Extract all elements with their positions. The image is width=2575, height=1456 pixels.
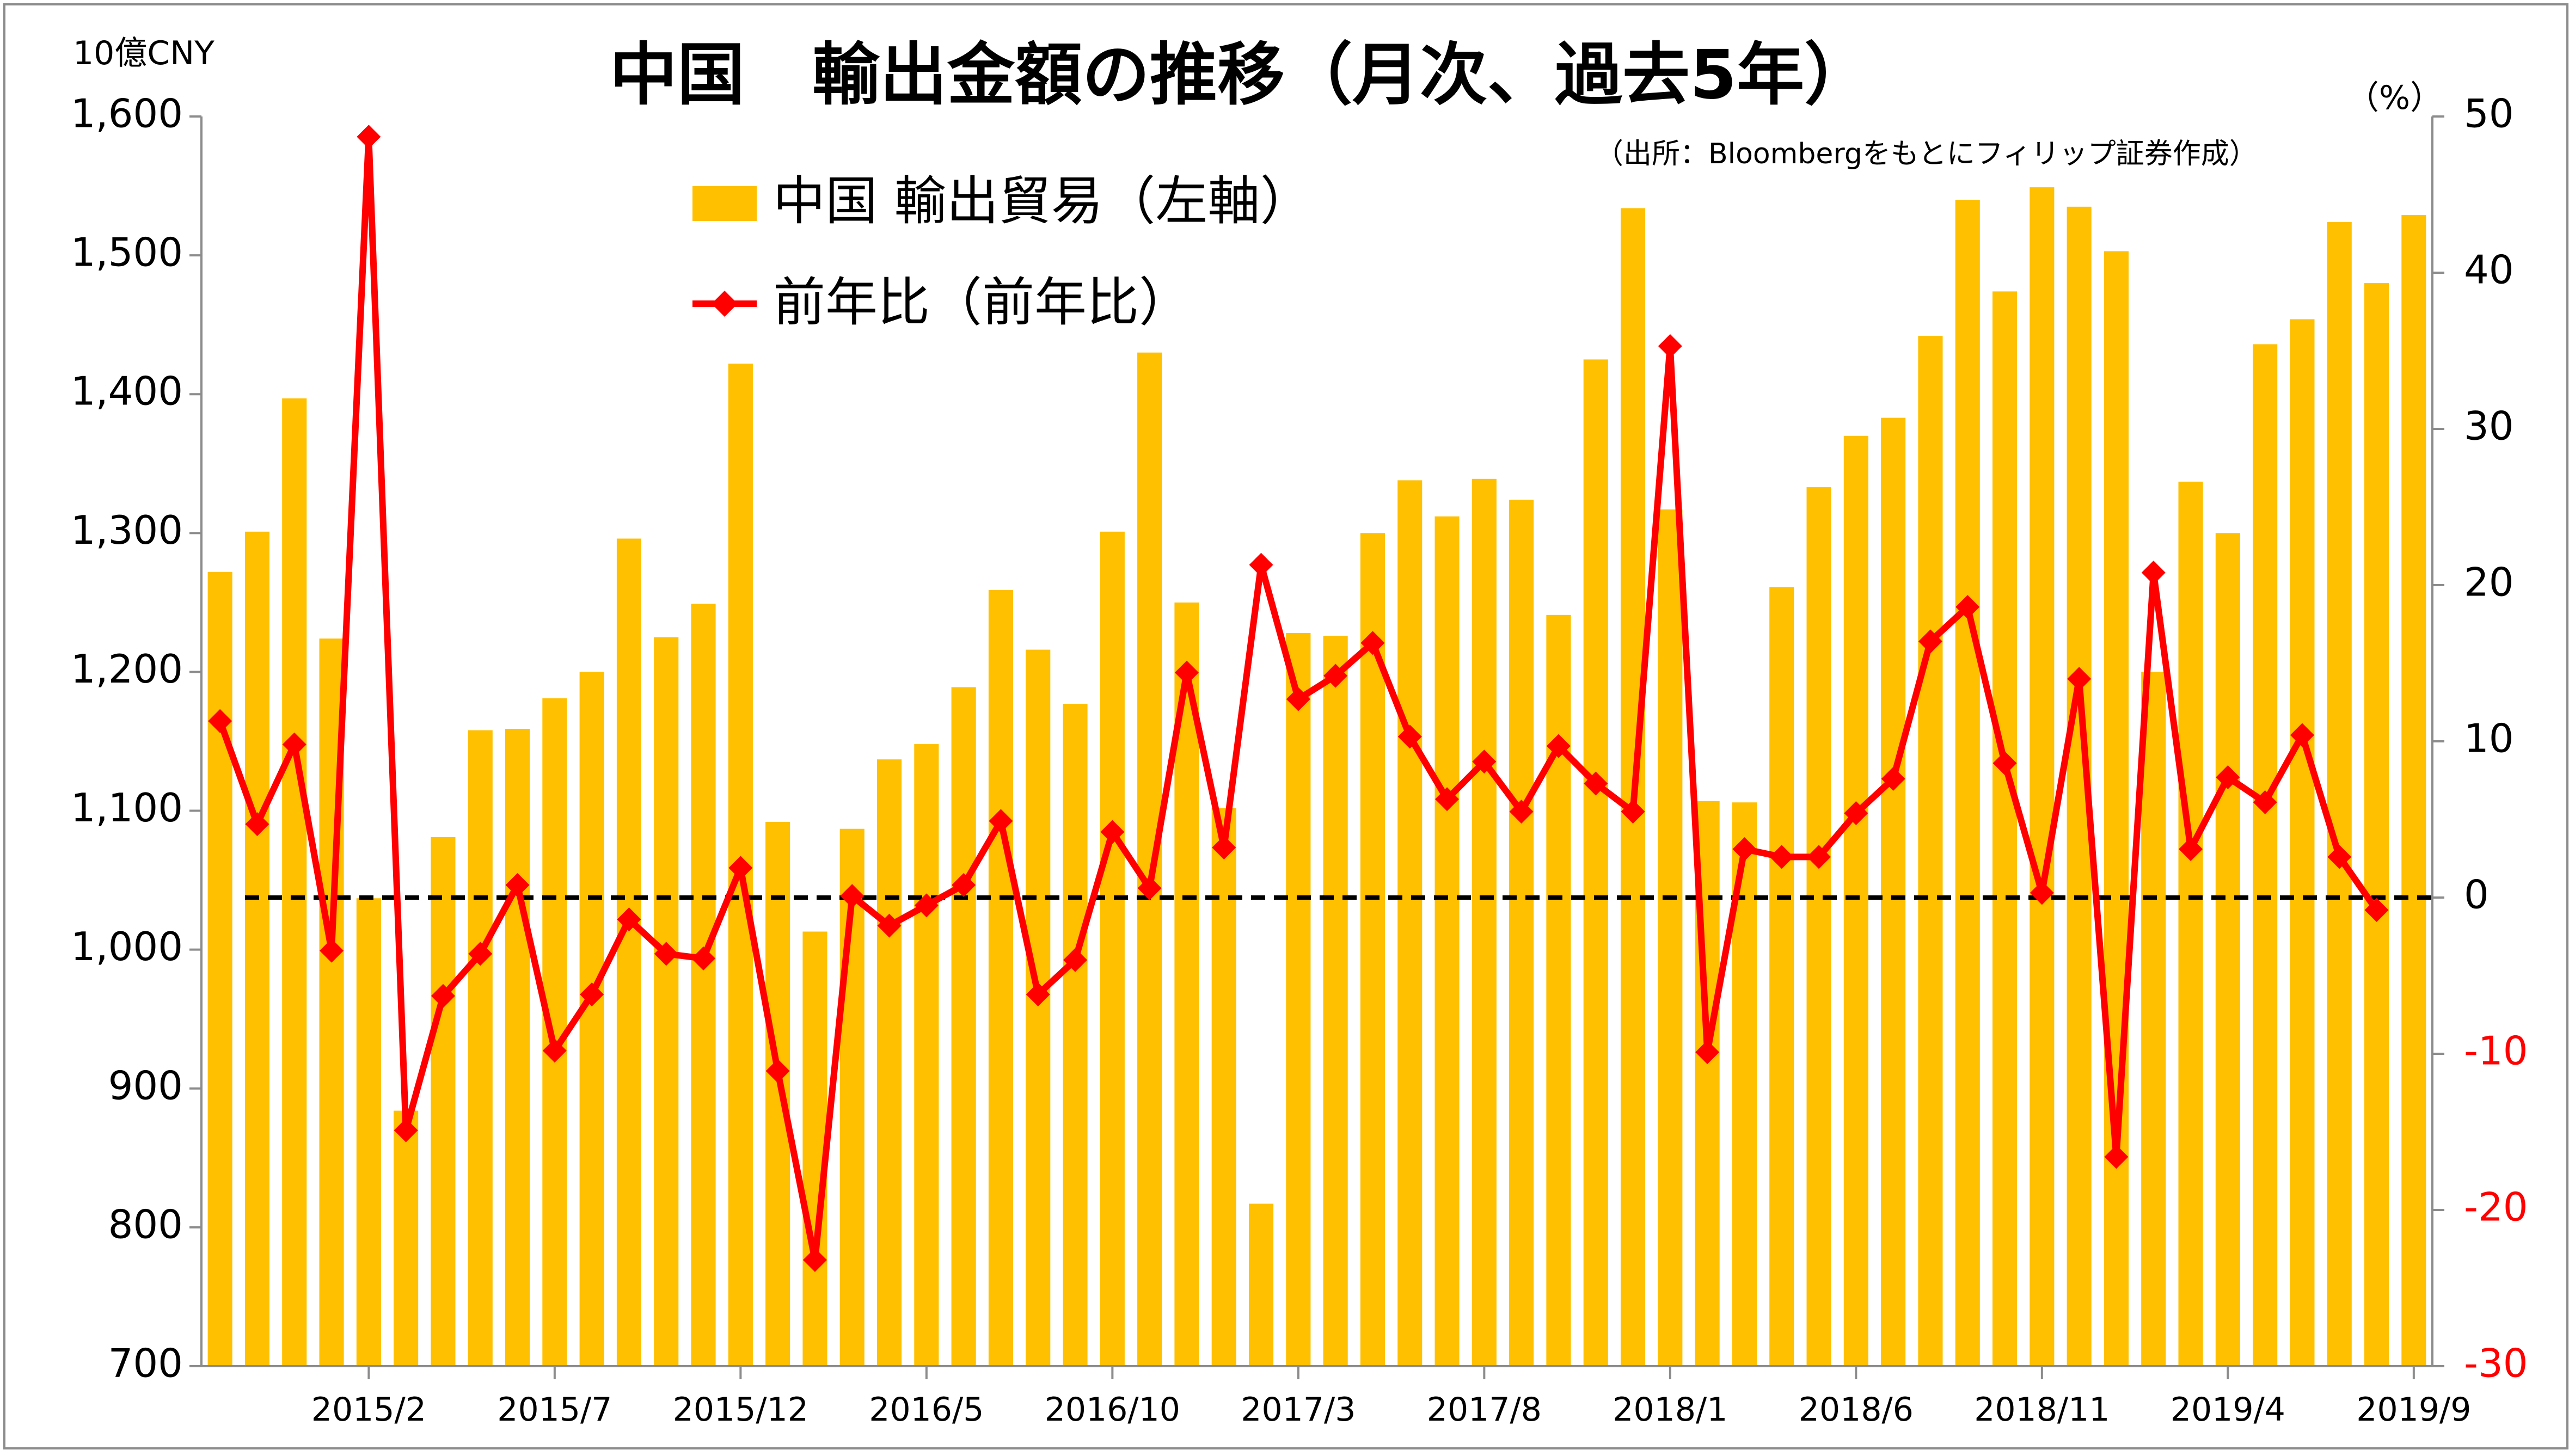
x-tick-label: 2016/5	[869, 1391, 984, 1429]
left-tick-label: 900	[108, 1062, 183, 1108]
yoy-marker	[1249, 553, 1273, 577]
bar	[1546, 615, 1571, 1366]
x-tick-label: 2019/4	[2171, 1391, 2285, 1429]
x-tick-label: 2018/6	[1799, 1391, 1914, 1429]
bar	[877, 759, 902, 1366]
plot-area: 700 800 900 1,000 1,100 1,200 1,300 1,400 1,500 1…	[71, 91, 2528, 1429]
legend-label-line: 前年比（前年比）	[773, 272, 1191, 333]
right-tick-label: 10	[2464, 716, 2514, 761]
bar	[914, 744, 939, 1366]
chart-title: 中国 輸出金額の推移（月次、過去5年）	[610, 36, 1872, 114]
legend-label-bars: 中国 輸出貿易（左軸）	[773, 170, 1313, 231]
bar	[1063, 704, 1088, 1366]
bar	[1397, 480, 1422, 1366]
bar	[1435, 517, 1460, 1366]
bar	[431, 837, 455, 1366]
bar	[2253, 344, 2277, 1366]
bar	[1955, 200, 1980, 1366]
bar	[1323, 636, 1348, 1366]
bar	[2216, 533, 2240, 1366]
left-tick-label: 700	[108, 1341, 183, 1386]
right-tick-label: -20	[2464, 1184, 2528, 1230]
left-tick-label: 1,600	[71, 91, 183, 137]
bar	[1844, 436, 1868, 1366]
bar	[952, 687, 976, 1367]
right-tick-label: -10	[2464, 1028, 2528, 1074]
x-tick-label: 2017/8	[1427, 1391, 1542, 1429]
x-tick-label: 2015/2	[311, 1391, 426, 1429]
bar	[2290, 320, 2314, 1367]
bar	[1100, 532, 1125, 1366]
bar	[1472, 479, 1497, 1366]
x-tick-label: 2017/3	[1241, 1391, 1356, 1429]
bar	[1584, 359, 1608, 1366]
bar	[357, 898, 381, 1366]
bar	[654, 637, 678, 1366]
chart-svg: 中国 輸出金額の推移（月次、過去5年） 10億CNY （%） （出所：Bloom…	[5, 5, 2571, 1452]
source-note: （出所：Bloombergをもとにフィリップ証券作成）	[1595, 138, 2258, 170]
right-tick-label: 20	[2464, 560, 2514, 605]
bar	[765, 822, 790, 1366]
yoy-marker	[1658, 334, 1682, 358]
bar	[1137, 353, 1162, 1366]
left-tick-label: 1,300	[71, 507, 183, 553]
bar	[2364, 283, 2389, 1366]
x-tick-label: 2015/7	[497, 1391, 612, 1429]
bar	[2141, 672, 2166, 1366]
bar	[2327, 222, 2352, 1366]
bar	[505, 729, 530, 1366]
yoy-marker	[357, 125, 381, 149]
bar	[1026, 650, 1050, 1366]
bar	[2104, 251, 2129, 1367]
right-tick-label: 0	[2464, 872, 2489, 918]
bar	[989, 590, 1013, 1366]
bar	[617, 539, 641, 1367]
bar	[1509, 500, 1534, 1366]
bar	[1807, 487, 1831, 1366]
bar	[1992, 291, 2017, 1366]
left-axis-unit: 10億CNY	[73, 34, 214, 72]
bar	[208, 572, 232, 1366]
bar	[2179, 482, 2203, 1366]
bar	[282, 398, 306, 1366]
legend-diamond-marker	[712, 291, 738, 317]
bar	[2030, 187, 2054, 1366]
right-tick-label: 30	[2464, 403, 2514, 449]
bar	[691, 604, 716, 1366]
x-tick-label: 2015/12	[673, 1391, 808, 1429]
bar	[1212, 808, 1236, 1367]
left-tick-label: 1,500	[71, 230, 183, 275]
bar	[245, 532, 269, 1366]
bar	[1249, 1204, 1273, 1367]
legend: 中国 輸出貿易（左軸） 前年比（前年比）	[692, 170, 1313, 333]
bar	[1769, 587, 1794, 1366]
bar	[580, 672, 604, 1366]
right-tick-label: 50	[2464, 91, 2514, 137]
bar	[468, 730, 493, 1366]
left-tick-label: 800	[108, 1201, 183, 1247]
bar	[2401, 215, 2426, 1366]
bar	[1918, 336, 1942, 1366]
x-tick-label: 2018/11	[1974, 1391, 2110, 1429]
right-axis-unit: （%）	[2346, 79, 2443, 117]
bar	[1881, 418, 1905, 1366]
yoy-marker	[2142, 561, 2166, 585]
chart-frame: 中国 輸出金額の推移（月次、過去5年） 10億CNY （%） （出所：Bloom…	[3, 3, 2568, 1449]
right-tick-label: 40	[2464, 247, 2514, 293]
bar	[1658, 509, 1682, 1366]
right-tick-label: -30	[2464, 1341, 2528, 1386]
bar	[1286, 633, 1310, 1366]
x-tick-label: 2019/9	[2356, 1391, 2471, 1429]
left-tick-label: 1,400	[71, 368, 183, 414]
left-tick-label: 1,200	[71, 646, 183, 692]
bar	[394, 1111, 418, 1366]
x-tick-label: 2016/10	[1045, 1391, 1180, 1429]
left-tick-label: 1,100	[71, 785, 183, 831]
x-tick-label: 2018/1	[1613, 1391, 1727, 1429]
legend-swatch-bars	[692, 186, 757, 221]
left-tick-label: 1,000	[71, 924, 183, 969]
